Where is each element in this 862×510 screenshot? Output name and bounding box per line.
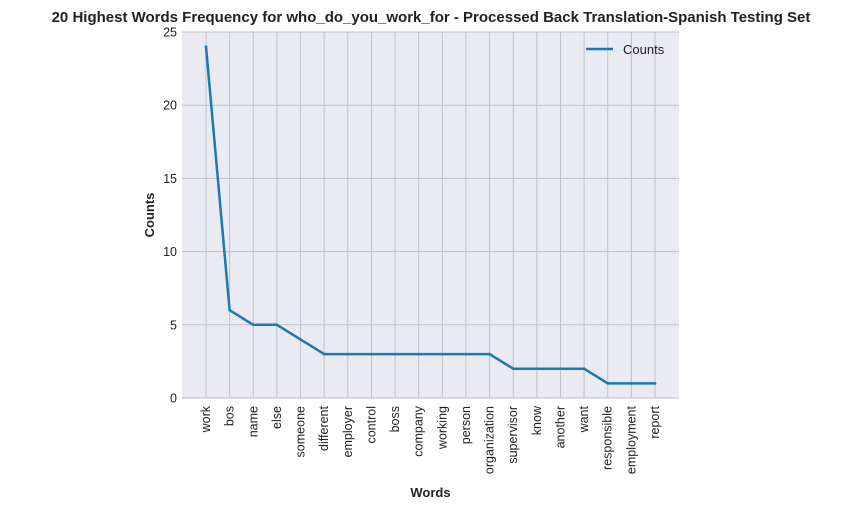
x-tick-label: responsible xyxy=(601,406,615,470)
data-point xyxy=(370,352,373,356)
y-tick-label: 20 xyxy=(163,99,177,113)
data-point xyxy=(322,352,326,356)
y-tick-label: 5 xyxy=(170,318,177,332)
y-axis-label: Counts xyxy=(142,193,157,238)
y-tick-label: 0 xyxy=(170,392,177,406)
x-tick-label: another xyxy=(553,406,567,448)
x-tick-label: bos xyxy=(223,406,237,426)
x-tick-label: know xyxy=(530,405,544,435)
data-point xyxy=(535,367,539,371)
data-point xyxy=(441,352,444,356)
tick-labels: 0 5 10 15 20 25 work bos name else someone differen… xyxy=(163,26,662,475)
data-point xyxy=(393,352,397,356)
data-point xyxy=(251,323,255,327)
data-point xyxy=(559,367,562,371)
data-point xyxy=(204,45,208,48)
x-tick-label: control xyxy=(364,406,378,444)
series-line-counts xyxy=(204,45,657,385)
x-tick-label: boss xyxy=(388,406,402,432)
data-point xyxy=(417,352,420,356)
x-tick-label: work xyxy=(199,405,213,433)
x-tick-label: else xyxy=(270,406,284,429)
x-axis-label: Words xyxy=(410,485,450,500)
data-point xyxy=(582,367,586,371)
x-tick-label: company xyxy=(412,405,426,456)
x-tick-label: employment xyxy=(624,405,638,474)
legend: Counts xyxy=(586,42,665,57)
x-tick-label: report xyxy=(648,405,662,438)
x-tick-label: employer xyxy=(341,406,355,457)
plot-area xyxy=(182,32,679,398)
x-tick-label: supervisor xyxy=(506,406,520,464)
data-point xyxy=(346,352,350,356)
grid xyxy=(182,31,679,399)
data-point xyxy=(653,382,657,385)
x-tick-label: working xyxy=(435,406,449,450)
data-point xyxy=(299,338,302,341)
data-point xyxy=(275,323,279,327)
y-tick-label: 25 xyxy=(163,26,177,40)
x-tick-label: want xyxy=(577,405,591,433)
data-point xyxy=(630,382,633,385)
legend-label-counts: Counts xyxy=(623,42,665,57)
x-tick-label: name xyxy=(246,406,260,437)
data-point xyxy=(606,382,610,385)
x-tick-label: person xyxy=(459,406,473,444)
x-tick-label: different xyxy=(317,405,331,450)
series-layer xyxy=(204,45,657,385)
y-tick-label: 15 xyxy=(163,172,177,186)
chart-title: 20 Highest Words Frequency for who_do_yo… xyxy=(52,9,811,26)
y-tick-label: 10 xyxy=(163,245,177,259)
x-tick-label: someone xyxy=(294,406,308,457)
data-point xyxy=(464,352,468,356)
x-tick-label: organization xyxy=(483,406,497,474)
data-point xyxy=(228,308,231,312)
data-point xyxy=(488,352,491,356)
data-point xyxy=(511,367,515,371)
